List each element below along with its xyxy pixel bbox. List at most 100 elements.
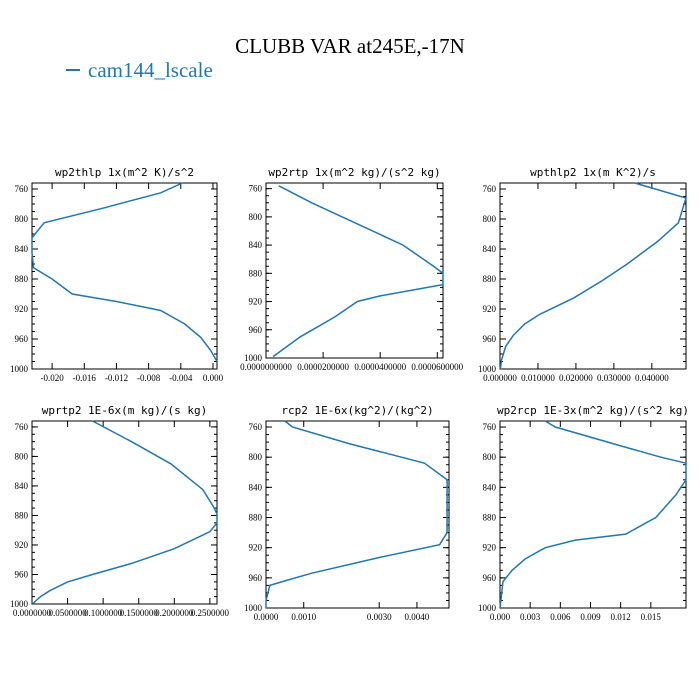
- y-tick-label: 840: [483, 482, 497, 492]
- x-tick-label: 0.1000000: [84, 608, 123, 618]
- plot-frame: [265, 182, 444, 359]
- x-tick-label: 0.0030: [367, 612, 392, 622]
- y-tick-label: 880: [15, 274, 29, 284]
- plot-frame: [499, 182, 687, 370]
- y-tick-label: 960: [483, 573, 497, 583]
- panel-1: wp2thlp 1x(m^2 K)/s^2 760 800 840 880 920 960 1…: [10, 166, 224, 383]
- y-tick-label: 880: [249, 513, 263, 523]
- y-tick-label: 960: [249, 325, 263, 335]
- y-tick-label: 1000: [10, 364, 29, 374]
- y-tick-label: 920: [249, 297, 263, 307]
- plot-frame: [31, 420, 218, 605]
- x-tick-label: 0.0000400000: [354, 362, 406, 372]
- x-tick-label: 0.0000200000: [297, 362, 349, 372]
- y-tick-label: 1000: [10, 599, 29, 609]
- y-tick-label: 760: [483, 422, 497, 432]
- x-tick-label: 0.012: [611, 612, 631, 622]
- y-tick-label: 1000: [478, 364, 497, 374]
- y-tick-label: 1000: [244, 603, 263, 613]
- y-tick-label: 960: [15, 334, 29, 344]
- y-tick-label: 1000: [478, 603, 497, 613]
- x-tick-label: 0.006: [550, 612, 571, 622]
- x-tick-label: 0.010000: [521, 373, 555, 383]
- x-tick-label: 0.2000000: [155, 608, 194, 618]
- panel-2: wp2rtp 1x(m^2 kg)/(s^2 kg) 760 800 840 880 92…: [240, 166, 464, 372]
- y-tick-label: 960: [483, 334, 497, 344]
- plot-frame: [499, 420, 687, 609]
- y-tick-label: 800: [15, 451, 29, 461]
- panel-title: wprtp2 1E-6x(m kg)/(s kg): [42, 404, 208, 417]
- series-line: [499, 182, 687, 370]
- x-tick-label: 0.030000: [597, 373, 631, 383]
- x-tick-label: 0.003: [520, 612, 541, 622]
- x-tick-label: 0.015: [641, 612, 662, 622]
- x-tick-label: -0.020: [40, 373, 64, 383]
- y-tick-label: 840: [249, 240, 263, 250]
- series-line: [32, 420, 218, 605]
- x-tick-label: -0.004: [169, 373, 193, 383]
- y-tick-label: 920: [483, 304, 497, 314]
- series-line: [265, 420, 448, 608]
- plot-frame: [31, 182, 218, 370]
- x-tick-label: 0.000: [490, 612, 511, 622]
- x-tick-label: 0.0000: [254, 612, 279, 622]
- y-tick-label: 920: [249, 543, 263, 553]
- y-tick-label: 760: [15, 184, 29, 194]
- y-tick-label: 880: [15, 510, 29, 520]
- legend: cam144_lscale: [66, 58, 213, 83]
- panel-title: wp2rtp 1x(m^2 kg)/(s^2 kg): [268, 166, 440, 179]
- series-line: [272, 185, 444, 358]
- panel-title: wpthlp2 1x(m K^2)/s: [530, 166, 656, 179]
- x-tick-label: 0.009: [580, 612, 601, 622]
- y-tick-label: 800: [483, 452, 497, 462]
- y-tick-label: 840: [249, 482, 263, 492]
- y-tick-label: 840: [15, 481, 29, 491]
- y-tick-label: 960: [15, 569, 29, 579]
- series-line: [31, 182, 218, 362]
- x-tick-label: 0.1500000: [120, 608, 159, 618]
- figure-title: CLUBB VAR at245E,-17N: [235, 34, 465, 58]
- x-tick-label: -0.008: [137, 373, 161, 383]
- y-tick-label: 1000: [244, 353, 263, 363]
- y-tick-label: 920: [15, 304, 29, 314]
- panel-title: wp2rcp 1E-3x(m^2 kg)/(s^2 kg): [497, 404, 689, 417]
- y-tick-label: 800: [15, 214, 29, 224]
- y-tick-label: 880: [483, 274, 497, 284]
- y-tick-label: 840: [15, 244, 29, 254]
- x-tick-label: 0.0000000: [13, 608, 52, 618]
- x-tick-label: 0.2500000: [191, 608, 230, 618]
- panel-title: rcp2 1E-6x(kg^2)/(kg^2): [281, 404, 433, 417]
- panel-title: wp2thlp 1x(m^2 K)/s^2: [55, 166, 194, 179]
- x-tick-label: 0.000: [203, 373, 224, 383]
- legend-label: cam144_lscale: [88, 58, 213, 82]
- y-tick-label: 960: [249, 573, 263, 583]
- y-tick-label: 880: [483, 513, 497, 523]
- panel-4: wprtp2 1E-6x(m kg)/(s kg) 760 800 840 880 920…: [10, 404, 230, 618]
- x-tick-label: 0.0010: [291, 612, 316, 622]
- y-tick-label: 840: [483, 244, 497, 254]
- panel-3: wpthlp2 1x(m K^2)/s 760 800 840 880 920 960 100…: [478, 166, 687, 383]
- legend-line-icon: [66, 69, 80, 72]
- y-tick-label: 760: [249, 422, 263, 432]
- plot-frame: [265, 420, 450, 609]
- series-line: [499, 420, 687, 609]
- y-tick-label: 880: [249, 268, 263, 278]
- x-tick-label: 0.0000000000: [240, 362, 292, 372]
- y-tick-label: 760: [15, 422, 29, 432]
- panel-6: wp2rcp 1E-3x(m^2 kg)/(s^2 kg)760 800 840 88…: [478, 404, 689, 622]
- y-tick-label: 800: [249, 212, 263, 222]
- x-tick-label: -0.016: [73, 373, 97, 383]
- y-tick-label: 800: [483, 214, 497, 224]
- y-tick-label: 800: [249, 452, 263, 462]
- panel-5: rcp2 1E-6x(kg^2)/(kg^2) 760 800 840 880 920 96…: [244, 404, 450, 622]
- x-tick-label: 0.020000: [559, 373, 593, 383]
- x-tick-label: 0.0000600000: [411, 362, 463, 372]
- x-tick-label: 0.000000: [483, 373, 517, 383]
- y-tick-label: 760: [249, 184, 263, 194]
- x-tick-label: 0.0040: [405, 612, 430, 622]
- x-tick-label: 0.040000: [635, 373, 669, 383]
- x-tick-label: 0.0500000: [48, 608, 87, 618]
- y-tick-label: 920: [15, 540, 29, 550]
